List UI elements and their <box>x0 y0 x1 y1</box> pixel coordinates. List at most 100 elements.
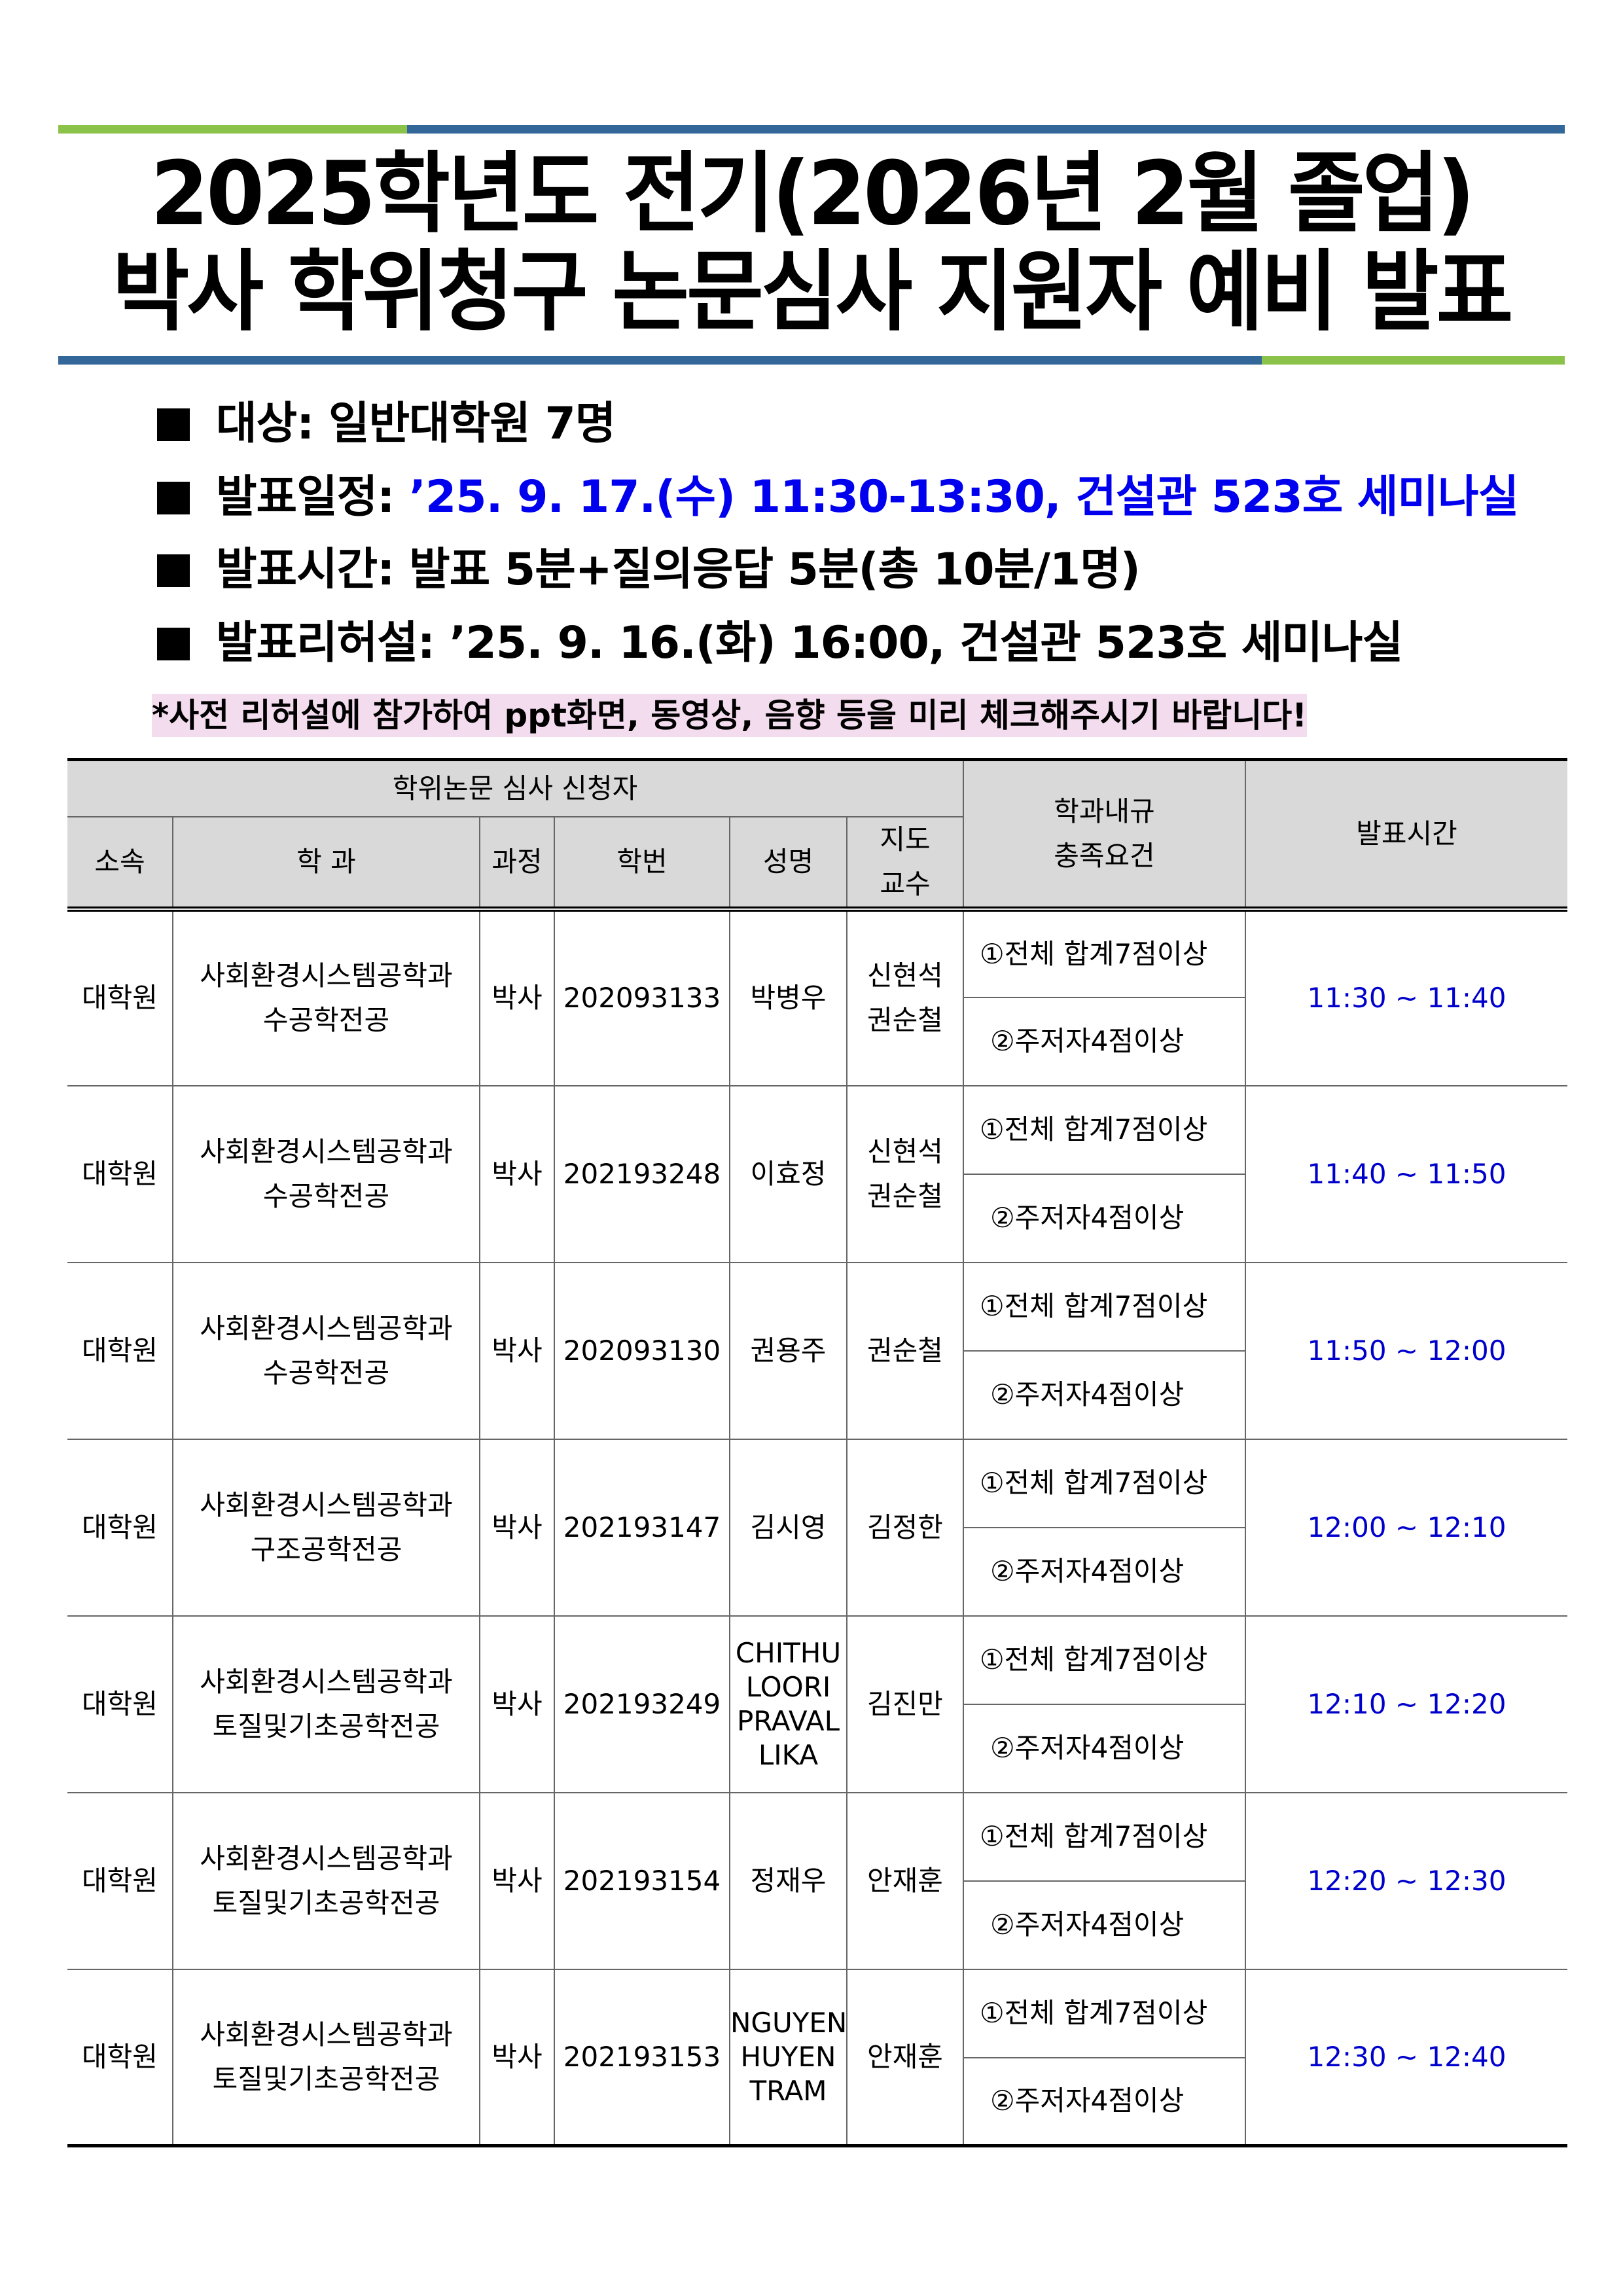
cell-student-id: 202193249 <box>554 1615 730 1793</box>
schedule-table: 학위논문 심사 신청자 학과내규 충족요건 발표시간 소속 학 과 과정 학번 … <box>67 758 1567 2147</box>
cell-course: 박사 <box>479 906 555 1086</box>
cell-affil: 대학원 <box>67 1968 173 2147</box>
cell-name: 권용주 <box>729 1261 847 1440</box>
bullet-schedule: 발표일정: ’25. 9. 17.(수) 11:30-13:30, 건설관 52… <box>157 468 1519 527</box>
cell-student-id: 202193153 <box>554 1968 730 2147</box>
cell-req-1: ①전체 합계7점이상 <box>963 1438 1246 1528</box>
cell-name: 정재우 <box>729 1791 847 1970</box>
bullet-label: 발표리허설: <box>216 617 435 669</box>
cell-req-2: ②주저자4점이상 <box>963 1526 1246 1617</box>
cell-req-1: ①전체 합계7점이상 <box>963 1791 1246 1882</box>
bullet-label: 발표시간: <box>216 544 395 596</box>
bullet-value: 발표 5분+질의응답 5분(총 10분/1명) <box>409 544 1141 596</box>
title-line-2: 박사 학위청구 논문심사 지원자 예비 발표 <box>112 241 1514 344</box>
cell-time: 11:30 ~ 11:40 <box>1245 906 1567 1086</box>
bullet-label: 대상: <box>216 398 314 450</box>
bullet-rehearsal: 발표리허설: ’25. 9. 16.(화) 16:00, 건설관 523호 세미… <box>157 614 1403 673</box>
cell-name: 김시영 <box>729 1438 847 1617</box>
cell-advisor: 안재훈 <box>846 1968 964 2147</box>
bottom-bar-green <box>1262 356 1565 365</box>
top-bar-blue <box>407 125 1565 134</box>
group-header: 학위논문 심사 신청자 <box>67 758 964 817</box>
table-row-sub: ②주저자4점이상 <box>67 1173 1567 1263</box>
header-id: 학번 <box>554 816 730 910</box>
cell-req-2: ②주저자4점이상 <box>963 996 1246 1086</box>
cell-req-1: ①전체 합계7점이상 <box>963 1968 1246 2058</box>
bullet-value: 일반대학원 7명 <box>329 398 616 450</box>
cell-name: NGUYEN HUYEN TRAM <box>729 1968 847 2147</box>
cell-name: 박병우 <box>729 906 847 1086</box>
cell-req-2: ②주저자4점이상 <box>963 1703 1246 1793</box>
cell-affil: 대학원 <box>67 1085 173 1263</box>
title-line-1: 2025학년도 전기(2026년 2월 졸업) <box>150 143 1475 245</box>
bullet-target: 대상: 일반대학원 7명 <box>157 395 616 454</box>
table-row: 대학원 사회환경시스템공학과 수공학전공 박사 202093130 권용주 권순철 ①전체 … <box>67 1261 1567 1440</box>
time-header: 발표시간 <box>1245 758 1567 910</box>
cell-course: 박사 <box>479 1438 555 1617</box>
bullet-value: ’25. 9. 17.(수) 11:30-13:30, 건설관 523호 세미나… <box>409 471 1519 523</box>
cell-req-1: ①전체 합계7점이상 <box>963 1085 1246 1175</box>
top-bar-green <box>58 125 407 134</box>
cell-affil: 대학원 <box>67 1615 173 1793</box>
table-row-sub: ②주저자4점이상 <box>67 996 1567 1086</box>
cell-student-id: 202193248 <box>554 1085 730 1263</box>
cell-affil: 대학원 <box>67 906 173 1086</box>
cell-affil: 대학원 <box>67 1438 173 1617</box>
cell-advisor: 김정한 <box>846 1438 964 1617</box>
bottom-bar-blue <box>58 356 1262 365</box>
cell-affil: 대학원 <box>67 1791 173 1970</box>
table-row-sub: ②주저자4점이상 <box>67 1880 1567 1970</box>
cell-name: CHITHU LOORI PRAVAL LIKA <box>729 1615 847 1793</box>
cell-time: 12:00 ~ 12:10 <box>1245 1438 1567 1617</box>
cell-dept: 사회환경시스템공학과 수공학전공 <box>172 1085 480 1263</box>
cell-name: 이효정 <box>729 1085 847 1263</box>
bullet-value: ’25. 9. 16.(화) 16:00, 건설관 523호 세미나실 <box>449 617 1403 669</box>
table-row: 대학원 사회환경시스템공학과 토질및기초공학전공 박사 202193249 CHITHU… <box>67 1615 1567 1793</box>
cell-student-id: 202193147 <box>554 1438 730 1617</box>
cell-req-1: ①전체 합계7점이상 <box>963 1261 1246 1352</box>
cell-req-2: ②주저자4점이상 <box>963 1173 1246 1263</box>
cell-course: 박사 <box>479 1085 555 1263</box>
cell-dept: 사회환경시스템공학과 구조공학전공 <box>172 1438 480 1617</box>
cell-course: 박사 <box>479 1968 555 2147</box>
bullet-label: 발표일정: <box>216 471 395 523</box>
cell-advisor: 안재훈 <box>846 1791 964 1970</box>
cell-course: 박사 <box>479 1615 555 1793</box>
cell-time: 12:10 ~ 12:20 <box>1245 1615 1567 1793</box>
cell-advisor: 신현석 권순철 <box>846 1085 964 1263</box>
cell-affil: 대학원 <box>67 1261 173 1440</box>
cell-req-2: ②주저자4점이상 <box>963 2056 1246 2147</box>
square-bullet-icon <box>157 554 190 587</box>
header-course: 과정 <box>479 816 555 910</box>
table-row-sub: ②주저자4점이상 <box>67 1703 1567 1793</box>
cell-student-id: 202193154 <box>554 1791 730 1970</box>
header-advisor: 지도 교수 <box>846 816 964 910</box>
cell-dept: 사회환경시스템공학과 토질및기초공학전공 <box>172 1615 480 1793</box>
table-row: 대학원 사회환경시스템공학과 구조공학전공 박사 202193147 김시영 김정한 ①전체… <box>67 1438 1567 1617</box>
table-row: 대학원 사회환경시스템공학과 토질및기초공학전공 박사 202193153 NGUYEN… <box>67 1968 1567 2147</box>
table-row-sub: ②주저자4점이상 <box>67 2056 1567 2147</box>
table-row: 대학원 사회환경시스템공학과 토질및기초공학전공 박사 202193154 정재우 안재훈… <box>67 1791 1567 1970</box>
cell-req-1: ①전체 합계7점이상 <box>963 1615 1246 1705</box>
cell-advisor: 권순철 <box>846 1261 964 1440</box>
cell-req-2: ②주저자4점이상 <box>963 1350 1246 1440</box>
cell-dept: 사회환경시스템공학과 토질및기초공학전공 <box>172 1791 480 1970</box>
table-row: 대학원 사회환경시스템공학과 수공학전공 박사 202193248 이효정 신현석 권순철… <box>67 1085 1567 1263</box>
table-row-sub: ②주저자4점이상 <box>67 1350 1567 1440</box>
cell-course: 박사 <box>479 1261 555 1440</box>
table-row-sub: ②주저자4점이상 <box>67 1526 1567 1617</box>
cell-course: 박사 <box>479 1791 555 1970</box>
cell-time: 11:50 ~ 12:00 <box>1245 1261 1567 1440</box>
cell-time: 12:20 ~ 12:30 <box>1245 1791 1567 1970</box>
header-name: 성명 <box>729 816 847 910</box>
cell-student-id: 202093133 <box>554 906 730 1086</box>
cell-req-1: ①전체 합계7점이상 <box>963 906 1246 998</box>
bullet-duration: 발표시간: 발표 5분+질의응답 5분(총 10분/1명) <box>157 541 1141 600</box>
header-affil: 소속 <box>67 816 173 910</box>
cell-dept: 사회환경시스템공학과 수공학전공 <box>172 1261 480 1440</box>
cell-time: 12:30 ~ 12:40 <box>1245 1968 1567 2147</box>
cell-dept: 사회환경시스템공학과 수공학전공 <box>172 906 480 1086</box>
square-bullet-icon <box>157 628 190 660</box>
square-bullet-icon <box>157 408 190 441</box>
cell-advisor: 신현석 권순철 <box>846 906 964 1086</box>
